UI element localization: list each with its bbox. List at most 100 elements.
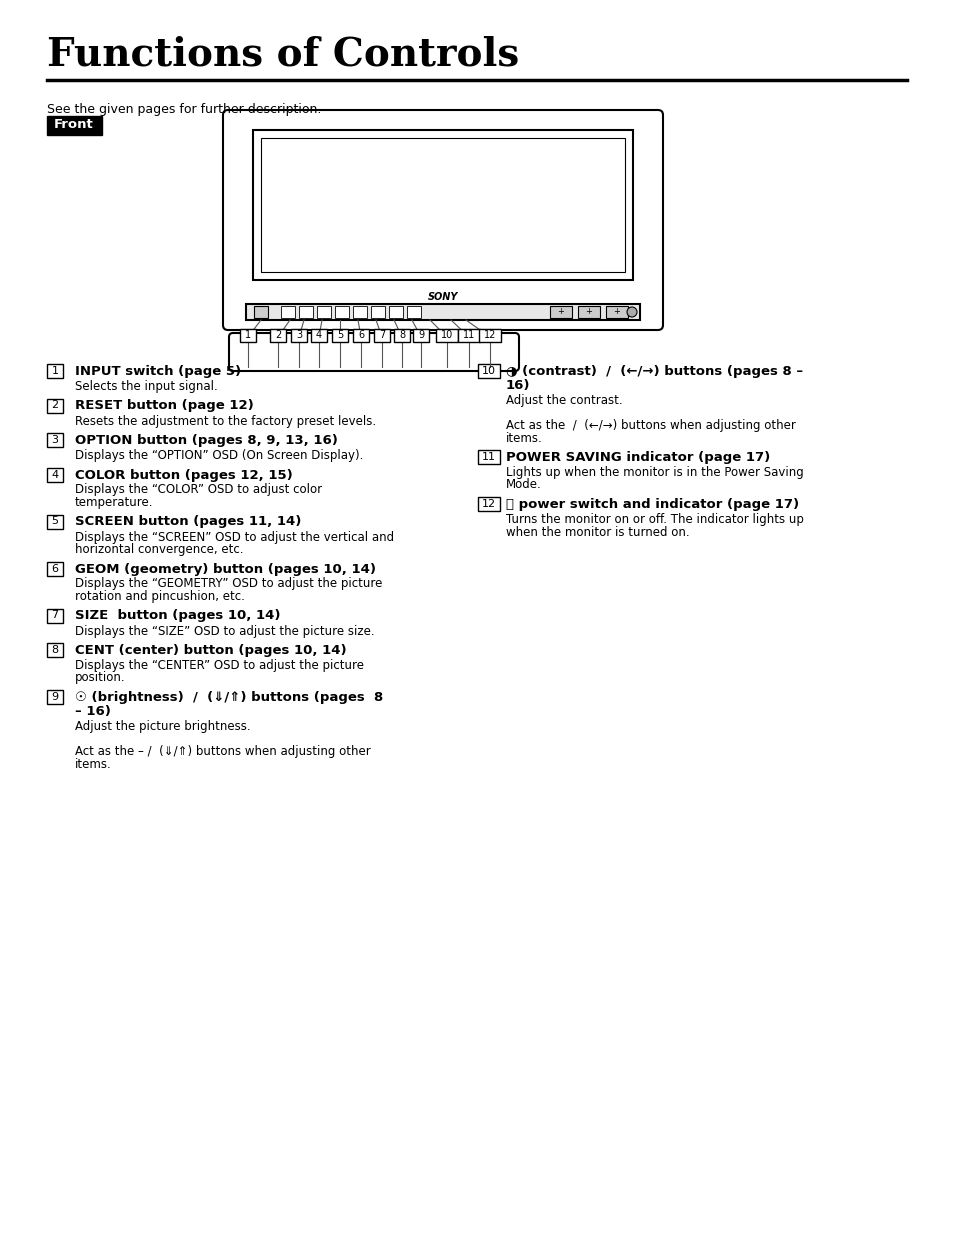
Text: Turns the monitor on or off. The indicator lights up: Turns the monitor on or off. The indicat…: [505, 513, 803, 526]
Text: 6: 6: [51, 563, 58, 573]
Text: Selects the input signal.: Selects the input signal.: [75, 380, 217, 393]
Text: 3: 3: [51, 435, 58, 445]
Text: 11: 11: [462, 331, 475, 341]
Bar: [47, 643, 63, 657]
Bar: [550, 306, 572, 317]
Text: Act as the – /  (⇓/⇑) buttons when adjusting other: Act as the – / (⇓/⇑) buttons when adjust…: [75, 745, 371, 758]
Bar: [457, 329, 479, 342]
Bar: [47, 468, 63, 482]
Text: Displays the “SIZE” OSD to adjust the picture size.: Displays the “SIZE” OSD to adjust the pi…: [75, 625, 375, 637]
Text: Front: Front: [54, 119, 93, 131]
Text: CENT (center) button (pages 10, 14): CENT (center) button (pages 10, 14): [75, 643, 346, 657]
Text: – 16): – 16): [75, 705, 111, 718]
Text: SCREEN button (pages 11, 14): SCREEN button (pages 11, 14): [75, 515, 301, 529]
Text: Displays the “OPTION” OSD (On Screen Display).: Displays the “OPTION” OSD (On Screen Dis…: [75, 450, 363, 462]
Bar: [261, 138, 624, 272]
Bar: [353, 329, 369, 342]
Text: 4: 4: [51, 469, 58, 479]
Bar: [477, 450, 499, 464]
Text: items.: items.: [505, 431, 542, 445]
Bar: [436, 329, 457, 342]
Text: +: +: [613, 308, 619, 316]
Text: Resets the adjustment to the factory preset levels.: Resets the adjustment to the factory pre…: [75, 415, 375, 427]
Bar: [374, 329, 390, 342]
Bar: [605, 306, 627, 317]
Text: 1: 1: [51, 366, 58, 375]
Text: 3: 3: [295, 331, 302, 341]
Bar: [298, 306, 313, 317]
Bar: [371, 306, 385, 317]
Text: 8: 8: [398, 331, 405, 341]
Text: ◑ (contrast)  /  (←/→) buttons (pages 8 –: ◑ (contrast) / (←/→) buttons (pages 8 –: [505, 366, 802, 378]
Bar: [281, 306, 294, 317]
Text: 5: 5: [51, 516, 58, 526]
Text: 12: 12: [483, 331, 496, 341]
Text: 6: 6: [357, 331, 364, 341]
Bar: [240, 329, 255, 342]
Text: 10: 10: [440, 331, 453, 341]
Text: Lights up when the monitor is in the Power Saving: Lights up when the monitor is in the Pow…: [505, 466, 803, 479]
Text: POWER SAVING indicator (page 17): POWER SAVING indicator (page 17): [505, 451, 769, 464]
Text: 1: 1: [245, 331, 251, 341]
Bar: [47, 515, 63, 529]
Bar: [389, 306, 402, 317]
Text: Displays the “CENTER” OSD to adjust the picture: Displays the “CENTER” OSD to adjust the …: [75, 659, 364, 672]
Bar: [335, 306, 349, 317]
Text: Displays the “COLOR” OSD to adjust color: Displays the “COLOR” OSD to adjust color: [75, 483, 322, 496]
Text: 5: 5: [336, 331, 343, 341]
Text: rotation and pincushion, etc.: rotation and pincushion, etc.: [75, 590, 245, 603]
Text: 9: 9: [417, 331, 424, 341]
Bar: [47, 433, 63, 447]
Bar: [353, 306, 367, 317]
Text: INPUT switch (page 5): INPUT switch (page 5): [75, 366, 241, 378]
Bar: [316, 306, 331, 317]
Bar: [47, 562, 63, 576]
FancyBboxPatch shape: [229, 333, 518, 370]
Bar: [246, 304, 639, 320]
Circle shape: [626, 308, 637, 317]
Bar: [253, 130, 633, 280]
Bar: [47, 690, 63, 704]
Text: OPTION button (pages 8, 9, 13, 16): OPTION button (pages 8, 9, 13, 16): [75, 433, 337, 447]
Text: 7: 7: [51, 610, 58, 620]
Bar: [311, 329, 327, 342]
Bar: [291, 329, 307, 342]
Text: 11: 11: [481, 452, 496, 462]
Text: SIZE  button (pages 10, 14): SIZE button (pages 10, 14): [75, 610, 280, 622]
Text: when the monitor is turned on.: when the monitor is turned on.: [505, 526, 689, 538]
Text: +: +: [557, 308, 564, 316]
Text: 8: 8: [51, 645, 58, 655]
Text: 12: 12: [481, 499, 496, 509]
Bar: [394, 329, 410, 342]
Bar: [332, 329, 348, 342]
Bar: [47, 116, 102, 135]
Text: temperature.: temperature.: [75, 496, 153, 509]
Bar: [477, 364, 499, 378]
Text: GEOM (geometry) button (pages 10, 14): GEOM (geometry) button (pages 10, 14): [75, 562, 375, 576]
Text: ☉ (brightness)  /  (⇓/⇑) buttons (pages  8: ☉ (brightness) / (⇓/⇑) buttons (pages 8: [75, 692, 383, 704]
Text: 4: 4: [315, 331, 322, 341]
Text: COLOR button (pages 12, 15): COLOR button (pages 12, 15): [75, 468, 293, 482]
Text: 16): 16): [505, 379, 530, 391]
Text: RESET button (page 12): RESET button (page 12): [75, 399, 253, 412]
Text: position.: position.: [75, 672, 126, 684]
Bar: [407, 306, 420, 317]
Text: See the given pages for further description.: See the given pages for further descript…: [47, 103, 321, 116]
Bar: [47, 399, 63, 412]
Text: Mode.: Mode.: [505, 478, 541, 492]
Bar: [47, 609, 63, 622]
Text: ⏻ power switch and indicator (page 17): ⏻ power switch and indicator (page 17): [505, 498, 799, 511]
Text: SONY: SONY: [427, 291, 457, 303]
FancyBboxPatch shape: [223, 110, 662, 330]
Bar: [413, 329, 429, 342]
Text: Displays the “GEOMETRY” OSD to adjust the picture: Displays the “GEOMETRY” OSD to adjust th…: [75, 578, 382, 590]
Text: Displays the “SCREEN” OSD to adjust the vertical and: Displays the “SCREEN” OSD to adjust the …: [75, 531, 394, 543]
Bar: [478, 329, 500, 342]
Text: horizontal convergence, etc.: horizontal convergence, etc.: [75, 543, 243, 556]
Text: Adjust the picture brightness.: Adjust the picture brightness.: [75, 720, 251, 734]
Text: items.: items.: [75, 757, 112, 771]
Text: +: +: [585, 308, 592, 316]
Text: 7: 7: [378, 331, 385, 341]
Text: 10: 10: [481, 366, 496, 375]
Text: Adjust the contrast.: Adjust the contrast.: [505, 394, 622, 408]
